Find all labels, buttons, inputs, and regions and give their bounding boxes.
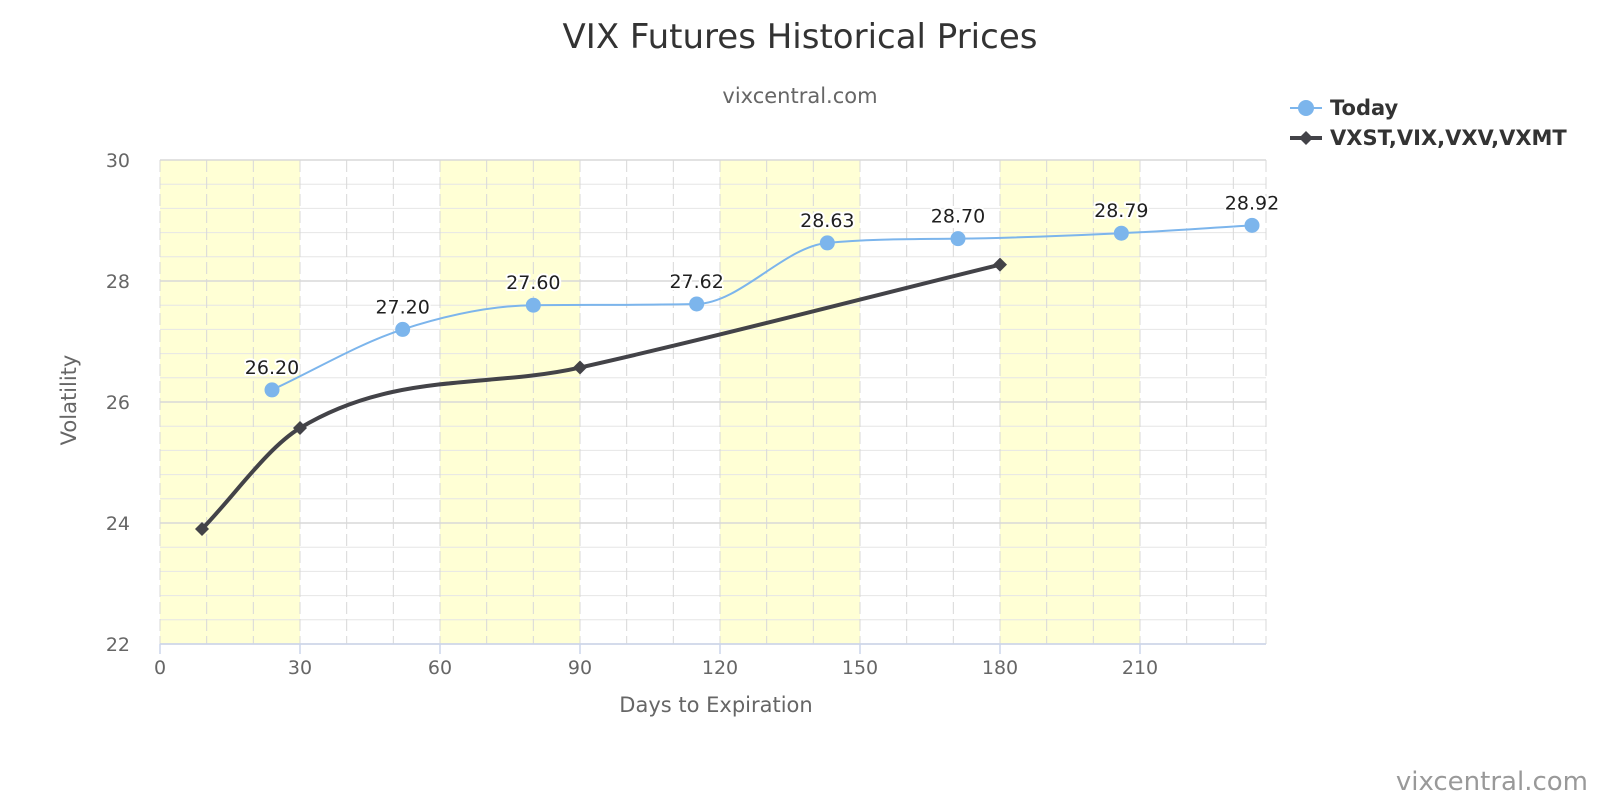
legend-label: VXST,VIX,VXV,VXMT [1330, 126, 1567, 150]
x-tick-label: 0 [154, 657, 166, 679]
data-point [1244, 217, 1260, 233]
axes: 0 30 60 90 120 150 180 210 22 24 26 28 30 [106, 150, 1266, 679]
data-label: 27.20 [375, 296, 429, 318]
data-label: 28.70 [931, 206, 985, 228]
data-point [819, 235, 835, 251]
data-point [264, 382, 280, 398]
x-tick-label: 180 [982, 657, 1018, 679]
legend-symbol [1298, 100, 1314, 116]
data-point [525, 297, 541, 313]
data-labels: 26.20 27.20 27.60 27.62 28.63 28.70 28.79 28.92 [243, 190, 1281, 381]
y-axis-title: Volatility [57, 355, 81, 446]
x-tick-label: 120 [702, 657, 738, 679]
data-label: 28.79 [1094, 200, 1148, 222]
chart-title: VIX Futures Historical Prices [563, 17, 1038, 57]
data-point [1113, 225, 1129, 241]
legend-symbol [1299, 131, 1313, 145]
y-tick-label: 24 [106, 513, 130, 535]
legend-label: Today [1330, 96, 1399, 120]
credit-text[interactable]: vixcentral.com [1396, 767, 1588, 797]
data-label: 27.62 [669, 271, 723, 293]
y-tick-label: 22 [106, 634, 130, 656]
data-point [950, 231, 966, 247]
y-tick-label: 26 [106, 392, 130, 414]
x-tick-label: 210 [1122, 657, 1158, 679]
series-layer [195, 217, 1260, 537]
data-label: 28.63 [800, 210, 854, 232]
chart-subtitle: vixcentral.com [722, 84, 877, 108]
data-label: 26.20 [245, 357, 299, 379]
x-tick-label: 60 [428, 657, 452, 679]
data-label: 27.60 [506, 272, 560, 294]
x-tick-label: 90 [568, 657, 592, 679]
series-line-1 [271, 224, 1253, 391]
data-point [395, 321, 411, 337]
x-tick-label: 150 [842, 657, 878, 679]
x-tick-label: 30 [288, 657, 312, 679]
y-tick-label: 28 [106, 271, 130, 293]
series-line-2 [200, 262, 1002, 532]
data-point [689, 296, 705, 312]
data-point [293, 421, 307, 436]
data-point [573, 360, 587, 375]
data-label: 28.92 [1225, 192, 1279, 214]
y-tick-label: 30 [106, 150, 130, 172]
x-axis-title: Days to Expiration [619, 693, 812, 717]
data-point [195, 522, 209, 537]
grid [159, 159, 1267, 645]
data-point [993, 257, 1007, 272]
legend[interactable]: Today VXST,VIX,VXV,VXMT [1290, 96, 1567, 150]
